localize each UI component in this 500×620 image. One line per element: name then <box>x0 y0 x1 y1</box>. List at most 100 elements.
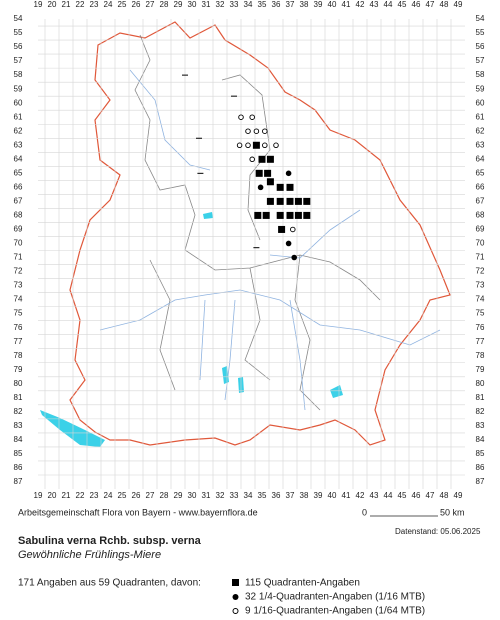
row-label: 76 <box>14 323 23 332</box>
column-label: 48 <box>440 0 449 9</box>
row-label: 75 <box>14 309 23 318</box>
column-label: 19 <box>34 491 43 500</box>
record-square <box>294 197 302 205</box>
row-label: 60 <box>476 98 485 107</box>
record-square <box>294 211 302 219</box>
column-label: 42 <box>356 491 365 500</box>
row-label: 71 <box>476 253 485 262</box>
row-label: 70 <box>14 239 23 248</box>
record-square <box>303 197 311 205</box>
column-label: 23 <box>90 491 99 500</box>
row-label: 84 <box>476 435 485 444</box>
row-label: 54 <box>476 14 485 23</box>
record-open-circle <box>262 128 268 134</box>
row-label: 86 <box>14 463 23 472</box>
row-label: 80 <box>476 379 485 388</box>
legend-open-circle <box>232 608 239 614</box>
record-square <box>262 211 270 219</box>
column-label: 48 <box>440 491 449 500</box>
row-label: 73 <box>476 281 485 290</box>
date: Datenstand: 05.06.2025 <box>395 527 481 536</box>
column-label: 44 <box>384 0 393 9</box>
record-square <box>303 211 311 219</box>
row-label: 75 <box>476 309 485 318</box>
row-label: 87 <box>14 477 23 486</box>
row-label: 60 <box>14 98 23 107</box>
row-label: 58 <box>14 70 23 79</box>
row-label: 69 <box>14 225 23 234</box>
row-label: 82 <box>476 407 485 416</box>
row-label: 67 <box>476 196 485 205</box>
column-label: 34 <box>244 0 253 9</box>
row-label: 80 <box>14 379 23 388</box>
row-label: 62 <box>14 126 23 135</box>
row-label: 69 <box>476 225 485 234</box>
column-label: 32 <box>216 491 225 500</box>
summary-item: 9 1/16-Quadranten-Angaben (1/64 MTB) <box>245 606 425 617</box>
lake <box>40 410 105 447</box>
column-label: 29 <box>174 0 183 9</box>
record-open-circle <box>273 142 279 149</box>
record-square <box>276 197 284 205</box>
column-label: 28 <box>160 491 169 500</box>
column-label: 33 <box>230 0 239 9</box>
column-label: 27 <box>146 0 155 9</box>
column-label: 23 <box>90 0 99 9</box>
column-label: 37 <box>286 491 295 500</box>
row-label: 72 <box>14 267 23 276</box>
row-label: 61 <box>14 112 23 121</box>
column-label: 26 <box>132 491 141 500</box>
record-open-circle <box>262 142 268 149</box>
record-open-circle <box>245 142 251 149</box>
row-label: 65 <box>476 168 485 177</box>
scale-start: 0 <box>362 507 367 517</box>
row-label: 68 <box>476 211 485 220</box>
column-label: 34 <box>244 491 253 500</box>
column-label: 36 <box>272 491 281 500</box>
row-label: 55 <box>476 28 485 37</box>
row-label: 64 <box>14 154 23 163</box>
scale-end: 50 km <box>440 507 465 517</box>
column-label: 35 <box>258 0 267 9</box>
row-label: 59 <box>476 84 485 93</box>
row-label: 81 <box>476 393 485 402</box>
record-circle <box>285 240 292 247</box>
record-square <box>255 169 263 177</box>
column-label: 35 <box>258 491 267 500</box>
state-border <box>69 21 451 446</box>
column-label: 37 <box>286 0 295 9</box>
column-label: 45 <box>398 491 407 500</box>
summary-item: 32 1/4-Quadranten-Angaben (1/16 MTB) <box>245 592 425 603</box>
column-label: 22 <box>76 0 85 9</box>
row-label: 77 <box>476 337 485 346</box>
record-square <box>276 183 284 191</box>
record-circle <box>291 254 298 261</box>
column-label: 24 <box>104 0 113 9</box>
column-label: 20 <box>48 491 57 500</box>
row-label: 78 <box>476 351 485 360</box>
legend-circle <box>232 594 239 600</box>
row-label: 62 <box>476 126 485 135</box>
row-label: 59 <box>14 84 23 93</box>
records <box>182 74 311 261</box>
column-label: 21 <box>62 491 71 500</box>
row-label: 74 <box>476 295 485 304</box>
column-label: 36 <box>272 0 281 9</box>
column-label: 41 <box>342 491 351 500</box>
column-label: 44 <box>384 491 393 500</box>
row-label: 76 <box>476 323 485 332</box>
column-label: 33 <box>230 491 239 500</box>
record-square <box>266 197 274 205</box>
row-label: 54 <box>14 14 23 23</box>
row-label: 85 <box>476 449 485 458</box>
column-label: 31 <box>202 0 211 9</box>
column-label: 41 <box>342 0 351 9</box>
row-label: 79 <box>14 365 23 374</box>
column-label: 38 <box>300 0 309 9</box>
row-label: 68 <box>14 211 23 220</box>
row-label: 63 <box>476 140 485 149</box>
record-square <box>286 183 294 191</box>
row-label: 56 <box>14 42 23 51</box>
column-label: 26 <box>132 0 141 9</box>
